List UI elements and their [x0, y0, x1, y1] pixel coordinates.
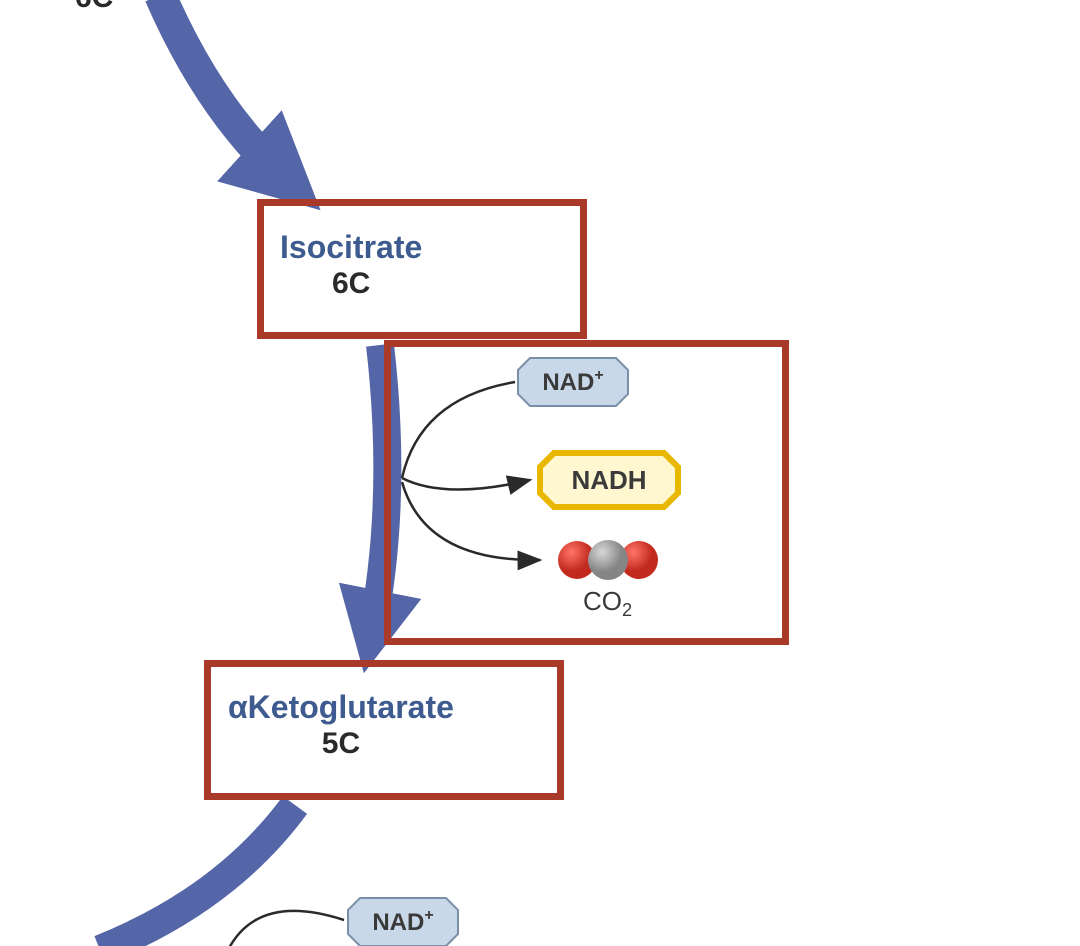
co2-molecule [558, 540, 658, 580]
co2-label-text: CO [583, 586, 622, 616]
highlight-isocitrate [257, 199, 587, 339]
compound-top-partial: 6C [75, 0, 113, 16]
compound-carbons-partial: 6C [75, 0, 113, 16]
highlight-ketoglutarate [204, 660, 564, 800]
co2-label: CO2 [583, 586, 632, 621]
nad-plus-badge-2: NAD+ [348, 898, 458, 946]
co2-subscript: 2 [622, 600, 632, 620]
svg-text:NADH: NADH [571, 465, 646, 495]
nadh-badge: NADH [540, 453, 678, 507]
nad-plus-badge-1: NAD+ [518, 358, 628, 406]
